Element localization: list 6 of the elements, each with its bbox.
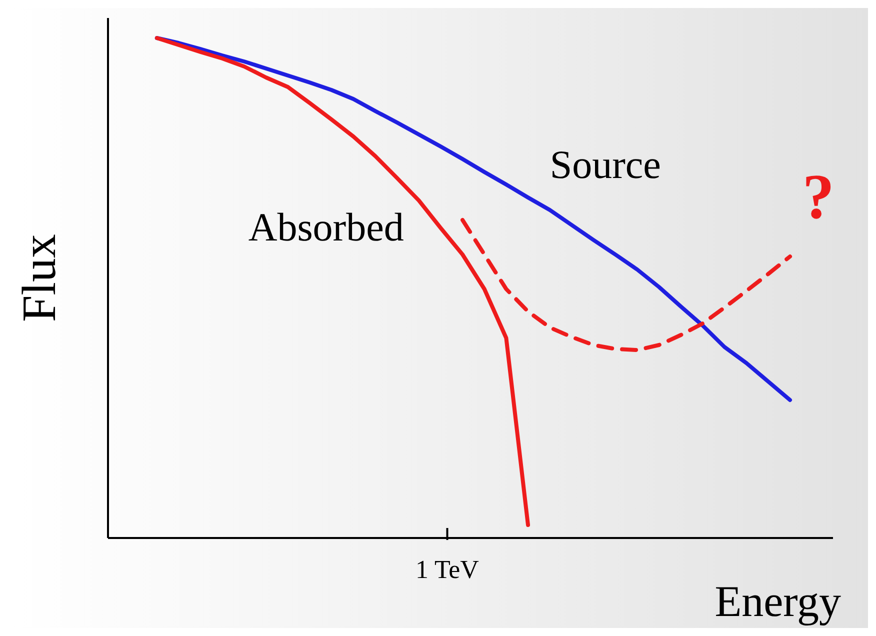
series-label: Absorbed xyxy=(248,204,404,250)
text: 1 TeV xyxy=(416,555,480,584)
y-axis-title: Flux xyxy=(13,234,66,322)
text: ? xyxy=(802,161,834,232)
x-axis-title: Energy xyxy=(714,577,841,626)
series-label: Source xyxy=(550,142,661,187)
